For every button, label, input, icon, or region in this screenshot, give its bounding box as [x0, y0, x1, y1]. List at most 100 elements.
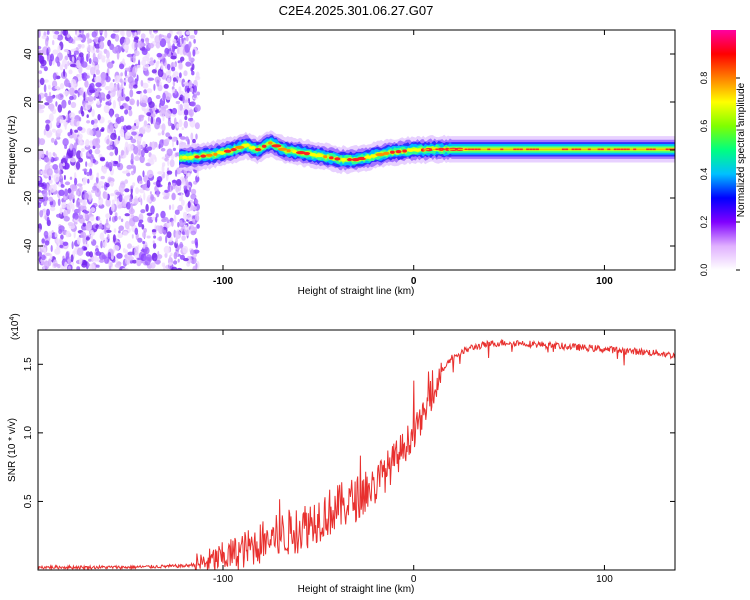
- noise-speck: [192, 265, 198, 270]
- snr-y-ticks: 0.5 1.0 1.5: [23, 357, 675, 508]
- noise-speck: [67, 60, 70, 67]
- noise-speck: [166, 32, 172, 39]
- noise-speck: [166, 148, 173, 157]
- noise-speck: [183, 70, 188, 77]
- noise-speck: [170, 55, 177, 60]
- ridge-peak: [571, 148, 575, 151]
- noise-speck: [91, 233, 94, 242]
- noise-speck: [156, 52, 163, 58]
- noise-speck: [82, 168, 88, 172]
- noise-speck: [149, 30, 152, 35]
- noise-speck: [38, 109, 45, 114]
- noise-speck: [187, 201, 191, 209]
- noise-speck: [88, 58, 92, 64]
- ridge-peak: [347, 158, 353, 162]
- noise-speck: [192, 49, 196, 57]
- noise-speck: [171, 192, 176, 201]
- noise-speck: [186, 172, 192, 177]
- noise-speck: [160, 147, 166, 152]
- noise-speck: [48, 175, 51, 181]
- noise-speck: [60, 184, 65, 188]
- ridge-peak: [467, 148, 471, 151]
- noise-speck: [78, 208, 81, 216]
- noise-speck: [40, 59, 47, 66]
- noise-speck: [189, 35, 196, 39]
- noise-speck: [70, 63, 77, 68]
- noise-speck: [54, 30, 60, 35]
- noise-speck: [75, 161, 81, 170]
- noise-speck: [170, 252, 173, 257]
- noise-speck: [53, 183, 57, 192]
- noise-speck: [64, 181, 71, 186]
- ridge-peak: [649, 148, 653, 151]
- noise-speck: [99, 30, 104, 33]
- noise-speck: [119, 63, 125, 70]
- noise-speck: [95, 48, 100, 53]
- noise-speck: [163, 264, 166, 270]
- ridge-peak: [441, 148, 445, 151]
- noise-speck: [114, 215, 118, 222]
- noise-speck: [117, 204, 123, 209]
- noise-speck: [105, 191, 108, 200]
- ridge-peak: [271, 144, 282, 148]
- noise-speck: [122, 231, 128, 236]
- noise-speck: [151, 141, 156, 150]
- noise-speck: [171, 220, 174, 227]
- noise-speck: [172, 80, 176, 87]
- noise-speck: [52, 152, 56, 157]
- noise-speck: [77, 91, 80, 98]
- noise-speck: [184, 224, 188, 231]
- ridge-peak: [357, 156, 367, 161]
- spectrogram-y-label: Frequency (Hz): [7, 116, 18, 185]
- noise-speck: [74, 129, 78, 133]
- x-tick-label: 100: [596, 276, 613, 287]
- noise-speck: [178, 30, 183, 37]
- noise-speck: [188, 41, 192, 48]
- noise-speck: [177, 37, 181, 45]
- noise-speck: [128, 109, 133, 117]
- ridge-peak: [626, 148, 630, 151]
- noise-speck: [59, 170, 62, 177]
- noise-speck: [113, 245, 120, 251]
- noise-speck: [109, 140, 113, 146]
- noise-speck: [38, 228, 42, 233]
- noise-speck: [144, 63, 150, 69]
- noise-speck: [69, 87, 75, 96]
- noise-speck: [163, 83, 169, 89]
- noise-speck: [166, 138, 170, 143]
- noise-speck: [179, 104, 184, 111]
- noise-speck: [127, 243, 132, 249]
- noise-speck: [118, 194, 123, 203]
- ridge-peak: [474, 148, 478, 151]
- noise-speck: [119, 115, 125, 123]
- noise-speck: [141, 149, 145, 158]
- ridge-peak: [286, 149, 291, 153]
- noise-speck: [180, 56, 185, 62]
- ridge-peak: [375, 153, 385, 157]
- noise-speck: [64, 123, 67, 130]
- ridge-peak: [445, 148, 449, 151]
- noise-speck: [144, 256, 151, 266]
- noise-speck: [114, 194, 117, 202]
- noise-speck: [163, 217, 169, 220]
- noise-speck: [176, 123, 180, 129]
- spectrogram-x-label: Height of straight line (km): [298, 286, 415, 297]
- noise-speck: [173, 251, 178, 260]
- noise-speck: [172, 147, 176, 152]
- noise-speck: [88, 85, 94, 91]
- noise-speck: [94, 91, 99, 98]
- noise-speck: [81, 199, 88, 207]
- noise-speck: [172, 43, 176, 53]
- noise-speck: [81, 72, 88, 81]
- noise-speck: [130, 30, 135, 33]
- noise-speck: [175, 100, 181, 105]
- noise-speck: [106, 138, 110, 145]
- chart-title: C2E4.2025.301.06.27.G07: [279, 3, 434, 18]
- noise-speck: [38, 30, 41, 38]
- noise-speck: [144, 246, 150, 255]
- colorbar-label: Normalized spectral amplitude: [736, 82, 747, 217]
- noise-speck: [167, 118, 172, 127]
- noise-speck: [118, 135, 121, 141]
- noise-speck: [190, 249, 195, 256]
- ridge-peak: [613, 148, 617, 151]
